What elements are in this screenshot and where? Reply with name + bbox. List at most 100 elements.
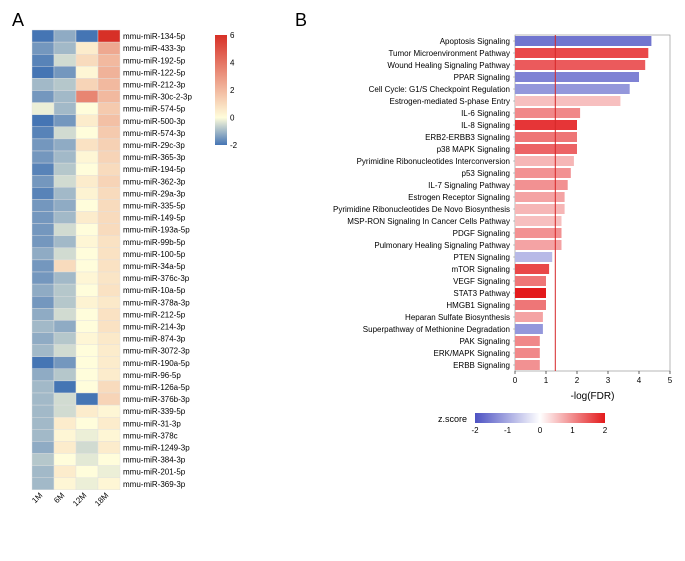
zscore-tick: 0 xyxy=(538,426,543,435)
heatmap-cell xyxy=(54,248,76,260)
heatmap-cell xyxy=(32,163,54,175)
heatmap-row-label: mmu-miR-339-5p xyxy=(123,407,186,416)
heatmap-cell xyxy=(54,369,76,381)
heatmap-col-label: 1M xyxy=(30,491,44,505)
pathway-label: MSP-RON Signaling In Cancer Cells Pathwa… xyxy=(347,217,510,226)
heatmap-cell xyxy=(76,320,98,332)
heatmap-cell xyxy=(98,454,120,466)
pathway-bar xyxy=(515,348,540,358)
pathway-bar xyxy=(515,192,565,202)
pathway-label: ERB2-ERBB3 Signaling xyxy=(425,133,510,142)
heatmap-cell xyxy=(54,139,76,151)
heatmap-cell xyxy=(32,320,54,332)
heatmap-cell xyxy=(98,405,120,417)
heatmap-row-label: mmu-miR-194-5p xyxy=(123,165,186,174)
heatmap-row-label: mmu-miR-335-5p xyxy=(123,201,186,210)
heatmap-cell xyxy=(54,393,76,405)
heatmap-row-label: mmu-miR-365-3p xyxy=(123,153,186,162)
heatmap-cell xyxy=(76,357,98,369)
heatmap-cell xyxy=(32,127,54,139)
pathway-bar xyxy=(515,216,562,226)
x-tick: 0 xyxy=(513,376,518,385)
heatmap-cell xyxy=(54,212,76,224)
heatmap-cell xyxy=(32,30,54,42)
heatmap-cell xyxy=(32,260,54,272)
heatmap-cell xyxy=(76,212,98,224)
heatmap-cell xyxy=(76,199,98,211)
heatmap-cell xyxy=(98,260,120,272)
heatmap-cell xyxy=(76,54,98,66)
heatmap-cell xyxy=(98,212,120,224)
heatmap-cell xyxy=(98,91,120,103)
heatmap-row-label: mmu-miR-31-3p xyxy=(123,419,181,428)
heatmap-cell xyxy=(76,103,98,115)
heatmap-cell xyxy=(54,54,76,66)
heatmap-cell xyxy=(54,78,76,90)
heatmap-row-label: mmu-miR-126a-5p xyxy=(123,383,190,392)
heatmap-cell xyxy=(98,199,120,211)
heatmap-cell xyxy=(98,187,120,199)
heatmap-cell xyxy=(76,163,98,175)
heatmap-cell xyxy=(98,115,120,127)
colorbar-tick: -2 xyxy=(230,141,238,150)
heatmap-row-label: mmu-miR-384-3p xyxy=(123,456,186,465)
heatmap-row-label: mmu-miR-192-5p xyxy=(123,56,186,65)
heatmap-cell xyxy=(32,296,54,308)
heatmap-cell xyxy=(76,175,98,187)
heatmap-cell xyxy=(32,224,54,236)
heatmap-cell xyxy=(98,466,120,478)
x-tick: 4 xyxy=(637,376,642,385)
heatmap-cell xyxy=(76,236,98,248)
x-axis-label: -log(FDR) xyxy=(571,391,615,402)
pathway-label: ERK/MAPK Signaling xyxy=(434,349,510,358)
heatmap-cell xyxy=(32,345,54,357)
heatmap-cell xyxy=(98,417,120,429)
heatmap-row-label: mmu-miR-376c-3p xyxy=(123,274,190,283)
heatmap-cell xyxy=(32,199,54,211)
heatmap-cell xyxy=(32,405,54,417)
pathway-label: VEGF Signaling xyxy=(453,277,510,286)
colorbar-tick: 4 xyxy=(230,59,235,68)
heatmap-cell xyxy=(76,66,98,78)
heatmap-cell xyxy=(76,224,98,236)
heatmap-cell xyxy=(98,78,120,90)
pathway-label: Wound Healing Signaling Pathway xyxy=(387,61,510,70)
heatmap-row-label: mmu-miR-190a-5p xyxy=(123,359,190,368)
pathway-bar xyxy=(515,276,546,286)
heatmap-cell xyxy=(98,139,120,151)
pathway-bar xyxy=(515,300,546,310)
heatmap-cell xyxy=(76,466,98,478)
colorbar-tick: 6 xyxy=(230,31,235,40)
heatmap-cell xyxy=(54,308,76,320)
heatmap-cell xyxy=(54,236,76,248)
pathway-bar xyxy=(515,60,645,70)
heatmap-cell xyxy=(32,333,54,345)
pathway-label: p38 MAPK Signaling xyxy=(437,145,510,154)
heatmap-cell xyxy=(76,369,98,381)
heatmap-cell xyxy=(32,381,54,393)
heatmap-cell xyxy=(54,405,76,417)
heatmap-cell xyxy=(54,417,76,429)
heatmap-row-label: mmu-miR-201-5p xyxy=(123,468,186,477)
heatmap-colorbar xyxy=(215,35,227,145)
pathway-bar xyxy=(515,180,568,190)
heatmap-row-label: mmu-miR-96-5p xyxy=(123,371,181,380)
heatmap-row-label: mmu-miR-362-3p xyxy=(123,177,186,186)
heatmap-cell xyxy=(98,42,120,54)
heatmap-cell xyxy=(76,417,98,429)
heatmap-cell xyxy=(76,393,98,405)
heatmap-cell xyxy=(54,260,76,272)
heatmap-row-label: mmu-miR-378a-3p xyxy=(123,298,190,307)
heatmap-cell xyxy=(32,272,54,284)
zscore-colorbar xyxy=(475,413,605,423)
pathway-bar xyxy=(515,252,552,262)
pathway-label: PDGF Signaling xyxy=(453,229,510,238)
heatmap-cell xyxy=(98,296,120,308)
heatmap-cell xyxy=(54,30,76,42)
heatmap-row-label: mmu-miR-3072-3p xyxy=(123,347,190,356)
heatmap-cell xyxy=(76,296,98,308)
zscore-label: z.score xyxy=(438,414,467,424)
heatmap-cell xyxy=(98,163,120,175)
heatmap-cell xyxy=(76,42,98,54)
heatmap-cell xyxy=(32,42,54,54)
